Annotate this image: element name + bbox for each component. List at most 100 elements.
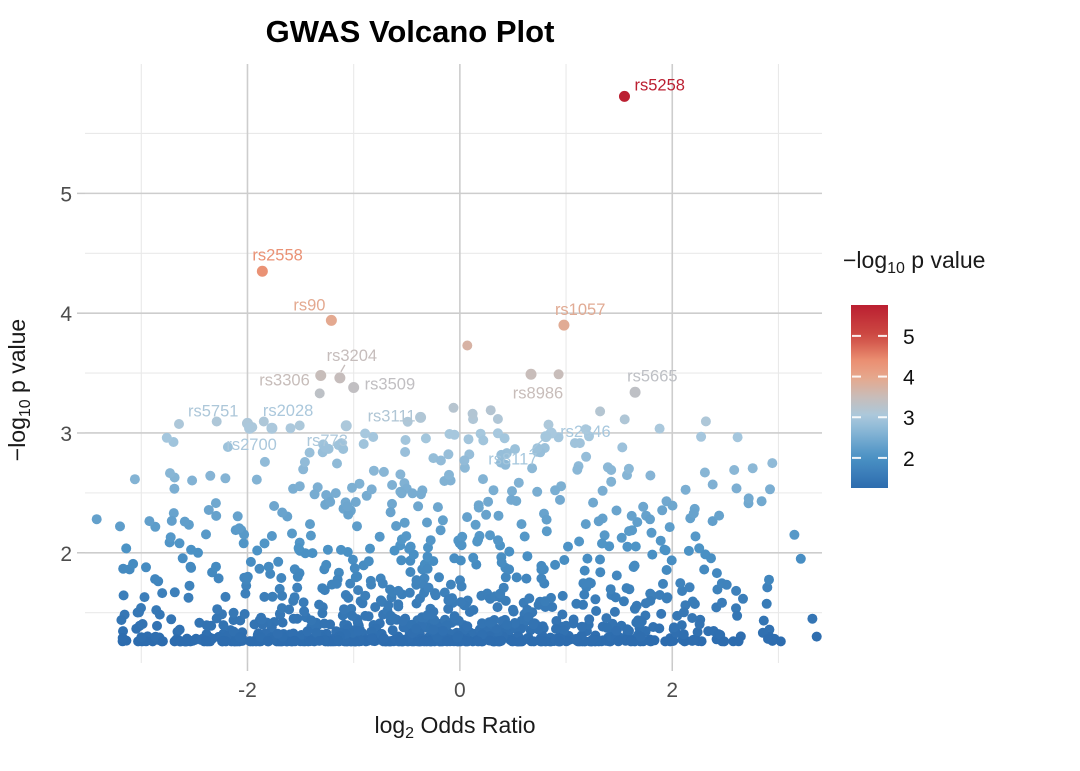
data-point (357, 598, 368, 609)
snp-point-rs3509 (348, 381, 360, 393)
data-point (408, 549, 419, 560)
labeled-points: rs5258 rs2558 rs90 rs1057 rs3204 rs3306 rs3509… (188, 76, 685, 468)
x-tick-label: -2 (238, 679, 257, 702)
data-point (630, 541, 641, 552)
data-point (443, 594, 454, 605)
data-point (252, 545, 263, 556)
data-point (664, 522, 675, 533)
data-point (320, 442, 331, 453)
snp-label-rs5258: rs5258 (634, 76, 684, 94)
data-point (572, 464, 583, 475)
data-point (711, 568, 722, 579)
data-point (157, 636, 168, 647)
data-point (731, 483, 742, 494)
data-point (762, 582, 773, 593)
data-point (200, 635, 211, 646)
data-point (437, 515, 448, 526)
data-point (700, 416, 711, 427)
data-point (302, 626, 313, 637)
data-point (764, 574, 774, 585)
data-point (309, 489, 320, 500)
data-point (244, 636, 255, 647)
data-point (807, 613, 818, 624)
data-point (588, 497, 599, 508)
data-point (492, 414, 503, 424)
data-point (91, 514, 102, 525)
data-point (706, 553, 716, 564)
data-point (277, 507, 288, 518)
data-point (578, 578, 589, 589)
data-point (217, 636, 228, 647)
data-point (423, 582, 434, 593)
data-point (467, 408, 478, 419)
data-point (292, 582, 303, 593)
data-point (789, 529, 800, 540)
data-point (365, 543, 375, 554)
data-point (568, 618, 579, 629)
data-point (420, 433, 431, 444)
data-point (541, 514, 552, 525)
data-point (719, 636, 730, 647)
data-point (168, 508, 179, 519)
data-point (222, 442, 233, 452)
snp-label-rs90: rs90 (293, 296, 325, 314)
data-point (593, 516, 604, 527)
data-point (502, 619, 513, 630)
data-point (606, 465, 617, 475)
data-point (319, 618, 330, 629)
data-point (647, 549, 658, 560)
data-point (137, 619, 148, 629)
data-point (558, 625, 569, 636)
data-point (492, 602, 503, 613)
data-point (692, 627, 703, 637)
data-point (522, 551, 533, 562)
data-point (150, 631, 161, 642)
data-point (259, 538, 270, 549)
data-point (347, 482, 357, 493)
data-point (228, 607, 239, 618)
data-point (595, 554, 605, 565)
data-point (646, 636, 657, 646)
data-point (251, 474, 262, 485)
data-point (551, 623, 561, 634)
data-point (528, 619, 539, 630)
data-point (285, 423, 296, 434)
x-tick-label: 2 (666, 679, 678, 702)
legend-tick-label: 5 (903, 326, 915, 349)
data-point (717, 597, 727, 608)
snp-point-rs2028 (266, 422, 278, 434)
data-point (732, 610, 743, 621)
data-point (401, 531, 412, 542)
data-point (811, 631, 822, 642)
data-point (434, 572, 444, 583)
data-point (389, 545, 400, 556)
data-point (684, 582, 695, 593)
data-point (354, 478, 365, 489)
data-point (683, 545, 694, 556)
data-point (306, 615, 317, 626)
data-point (422, 551, 433, 562)
data-point (580, 424, 591, 435)
data-point (117, 633, 128, 643)
data-point (694, 619, 705, 630)
data-point (462, 512, 473, 523)
data-point (161, 432, 172, 443)
data-point (485, 405, 496, 416)
data-point (397, 616, 408, 627)
data-point (609, 606, 620, 617)
snp-label-rs3111: rs3111 (368, 407, 416, 425)
data-point (580, 519, 591, 530)
data-point (129, 474, 140, 485)
snp-label-rs3306: rs3306 (259, 371, 309, 389)
snp-label-rs3509: rs3509 (365, 375, 415, 393)
data-point (184, 580, 195, 591)
data-point (266, 531, 277, 541)
data-point (547, 602, 558, 612)
data-point (687, 613, 698, 623)
data-point (395, 486, 406, 497)
data-point (276, 573, 287, 583)
snp-point-rs8117 (540, 431, 552, 443)
data-point (317, 583, 328, 594)
data-point (732, 432, 743, 443)
data-point (669, 622, 679, 633)
